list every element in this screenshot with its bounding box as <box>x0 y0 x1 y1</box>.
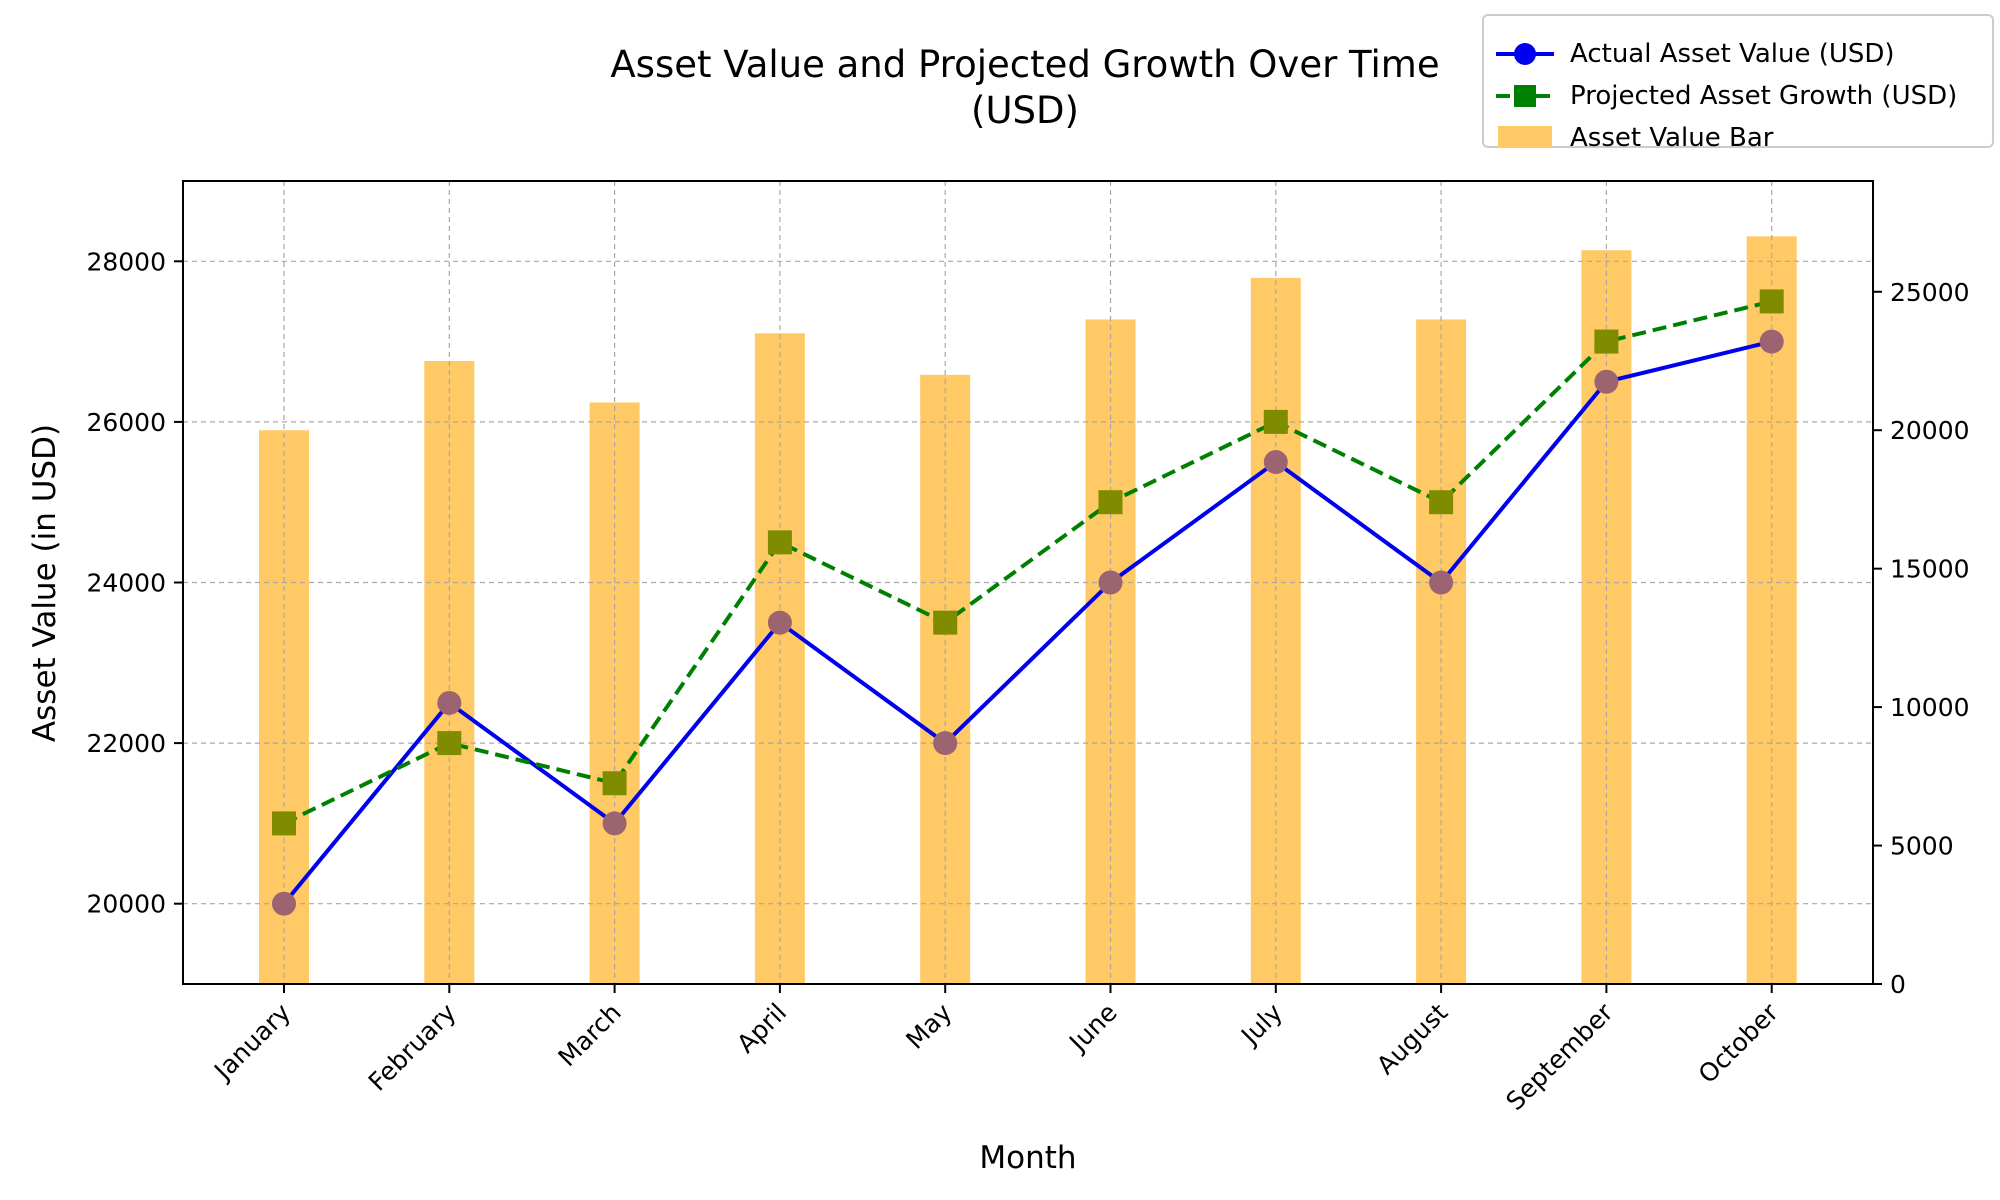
series-0-point-3 <box>767 610 792 635</box>
legend: Actual Asset Value (USD) Projected Asset… <box>1482 14 1994 153</box>
series-0-point-0 <box>272 891 296 916</box>
legend-label-actual: Actual Asset Value (USD) <box>1570 39 1895 69</box>
x-axis-ticks: January February March April May June July Augu… <box>207 984 1784 1116</box>
series-1-point-3 <box>767 530 792 555</box>
legend-label-projected: Projected Asset Growth (USD) <box>1570 81 1958 111</box>
bar-series <box>259 236 1797 985</box>
legend-entry-projected: Projected Asset Growth (USD) <box>1484 76 1992 116</box>
x-tick-label-6: July <box>1234 998 1288 1052</box>
x-tick-label-4: May <box>900 998 957 1055</box>
series-1-point-2 <box>602 771 627 796</box>
legend-swatch-actual <box>1496 43 1554 65</box>
series-0-point-7 <box>1429 570 1454 595</box>
series-1-point-0 <box>272 811 296 836</box>
series-1-point-8 <box>1594 329 1619 354</box>
x-axis-label: Month <box>979 1140 1076 1176</box>
series-1-point-6 <box>1263 409 1288 434</box>
chart-title-line-2: (USD) <box>971 89 1079 132</box>
right-tick-label-3: 15000 <box>1890 555 1970 584</box>
x-tick-label-0: January <box>207 998 296 1087</box>
left-tick-label-1: 22000 <box>86 729 166 758</box>
right-tick-label-5: 25000 <box>1890 278 1970 307</box>
x-tick-label-2: March <box>552 998 626 1072</box>
series-line-0 <box>282 339 1773 905</box>
chart-title-line-1: Asset Value and Projected Growth Over Ti… <box>610 43 1440 86</box>
left-tick-label-3: 26000 <box>86 408 166 437</box>
left-axis-ticks: 20000 22000 24000 26000 28000 <box>86 247 183 919</box>
chart-title: Asset Value and Projected Growth Over Ti… <box>475 42 1575 134</box>
series-0-point-2 <box>602 811 627 836</box>
right-axis-ticks: 0 5000 10000 15000 20000 25000 <box>1873 278 1970 999</box>
series-1-point-5 <box>1098 490 1123 515</box>
series-0-point-8 <box>1594 369 1619 394</box>
legend-entry-actual: Actual Asset Value (USD) <box>1484 34 1992 74</box>
legend-label-bar: Asset Value Bar <box>1570 123 1774 153</box>
series-1-point-4 <box>933 610 958 635</box>
x-tick-label-7: August <box>1371 998 1454 1081</box>
x-tick-label-8: September <box>1500 997 1619 1116</box>
right-tick-label-2: 10000 <box>1890 693 1970 722</box>
series-1-point-9 <box>1759 289 1784 314</box>
series-line-1 <box>283 299 1773 826</box>
series-0-point-5 <box>1098 570 1123 595</box>
series-0-point-9 <box>1759 329 1784 354</box>
grid-lines <box>183 181 1873 984</box>
line-series <box>272 289 1784 916</box>
legend-swatch-bar <box>1498 126 1552 148</box>
right-tick-label-1: 5000 <box>1890 832 1954 861</box>
left-tick-label-2: 24000 <box>86 569 166 598</box>
left-tick-label-0: 20000 <box>86 890 166 919</box>
left-tick-label-4: 28000 <box>86 247 166 276</box>
series-0-point-1 <box>437 690 462 715</box>
series-1-point-1 <box>437 731 462 756</box>
right-tick-label-4: 20000 <box>1890 416 1970 445</box>
y-axis-label: Asset Value (in USD) <box>27 424 63 742</box>
x-tick-label-1: February <box>363 998 462 1097</box>
x-tick-label-3: April <box>731 998 792 1059</box>
series-0-point-4 <box>933 731 958 756</box>
x-tick-label-5: June <box>1062 998 1122 1058</box>
series-0-point-6 <box>1263 450 1288 475</box>
series-1-point-7 <box>1429 490 1454 515</box>
legend-swatch-projected <box>1496 85 1554 107</box>
legend-entry-bar: Asset Value Bar <box>1484 118 1992 158</box>
x-tick-label-9: October <box>1693 997 1785 1089</box>
right-tick-label-0: 0 <box>1890 970 1906 999</box>
